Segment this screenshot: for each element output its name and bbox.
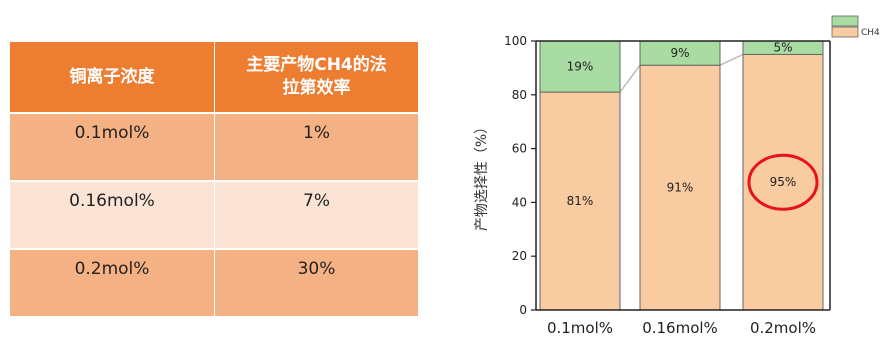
- efficiency-table: 铜离子浓度 主要产物CH4的法 拉第效率 0.1mol% 1% 0.16mol% …: [10, 42, 418, 316]
- x-tick-label: 0.2mol%: [750, 319, 816, 337]
- table-header-faradaic-efficiency: 主要产物CH4的法 拉第效率: [214, 42, 418, 113]
- table-row: 0.2mol% 30%: [10, 248, 418, 316]
- y-tick-label: 80: [512, 88, 527, 102]
- y-tick-label: 100: [504, 34, 527, 48]
- table-cell-efficiency: 1%: [214, 112, 418, 181]
- stack-connector-line: [719, 53, 744, 66]
- table-cell-efficiency: 7%: [214, 180, 418, 249]
- data-label-ch4: 81%: [567, 194, 594, 208]
- y-tick-label: 60: [512, 142, 527, 156]
- data-label-ch4: 95%: [770, 175, 797, 189]
- y-tick-label: 20: [512, 249, 527, 263]
- table-cell-concentration: 0.2mol%: [10, 248, 215, 316]
- selectivity-stacked-bar-chart: 81% 19% 0.1mol% 91% 9% 0.16mol% 95% 5% 0.2mol% 0 2…: [474, 15, 880, 337]
- bar-other: [539, 40, 621, 93]
- x-tick-label: 0.16mol%: [642, 319, 718, 337]
- y-tick-label: 0: [519, 303, 527, 317]
- y-tick-label: 40: [512, 195, 527, 209]
- table-header-line: 主要产物CH4的法: [246, 55, 387, 75]
- legend-swatch-other: [831, 15, 859, 27]
- table-cell-concentration: 0.16mol%: [10, 180, 215, 249]
- data-label-other: 5%: [773, 41, 792, 55]
- data-label-other: 9%: [670, 46, 689, 60]
- x-tick-label: 0.1mol%: [547, 319, 613, 337]
- table-cell-efficiency: 30%: [214, 248, 418, 316]
- stack-connector-line: [619, 64, 641, 93]
- legend-label-ch4: CH4: [861, 28, 880, 38]
- bar-other: [639, 40, 721, 66]
- data-label-other: 19%: [567, 60, 594, 74]
- legend-swatch-ch4: [831, 26, 859, 38]
- data-label-ch4: 91%: [667, 181, 694, 195]
- table-row: 0.16mol% 7%: [10, 180, 418, 249]
- highlight-circle: [747, 153, 819, 211]
- table-header-concentration: 铜离子浓度: [10, 42, 215, 113]
- table-header-row: 铜离子浓度 主要产物CH4的法 拉第效率: [10, 42, 418, 113]
- table-cell-concentration: 0.1mol%: [10, 112, 215, 181]
- y-axis-label: 产物选择性（%）: [474, 120, 490, 231]
- table-header-line: 拉第效率: [282, 78, 351, 98]
- bar-ch4: [539, 91, 621, 311]
- table-row: 0.1mol% 1%: [10, 112, 418, 181]
- bar-ch4: [742, 53, 824, 311]
